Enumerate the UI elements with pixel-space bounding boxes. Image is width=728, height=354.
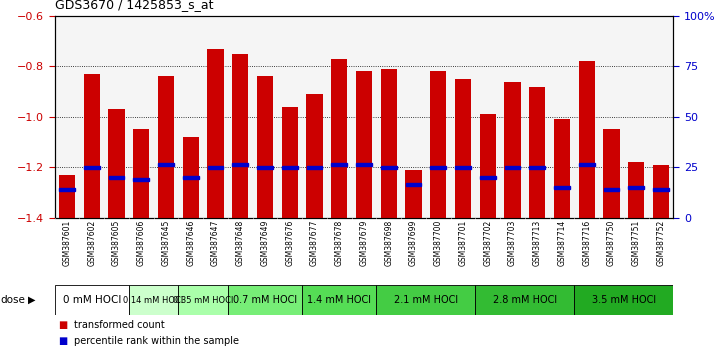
Text: GSM387699: GSM387699	[409, 220, 418, 266]
Bar	[405, 183, 422, 187]
Bar	[653, 188, 669, 192]
Text: GSM387703: GSM387703	[508, 220, 517, 266]
Text: GSM387750: GSM387750	[607, 220, 616, 266]
Text: GDS3670 / 1425853_s_at: GDS3670 / 1425853_s_at	[55, 0, 213, 11]
Bar	[306, 166, 323, 169]
Bar	[430, 72, 446, 218]
Text: GSM387751: GSM387751	[632, 220, 641, 266]
Bar	[554, 119, 570, 218]
Text: ■: ■	[58, 320, 68, 330]
Bar	[59, 188, 75, 192]
Bar	[480, 114, 496, 218]
Bar	[84, 166, 100, 169]
Text: GSM387752: GSM387752	[657, 220, 665, 266]
Text: 1.4 mM HOCl: 1.4 mM HOCl	[307, 295, 371, 305]
Bar	[628, 186, 644, 189]
Text: GSM387702: GSM387702	[483, 220, 492, 266]
Text: 2.8 mM HOCl: 2.8 mM HOCl	[493, 295, 557, 305]
Text: GSM387606: GSM387606	[137, 220, 146, 266]
Text: 3.5 mM HOCl: 3.5 mM HOCl	[592, 295, 656, 305]
Bar	[59, 175, 75, 218]
Bar	[158, 163, 174, 166]
Text: 2.1 mM HOCl: 2.1 mM HOCl	[394, 295, 458, 305]
Bar	[207, 166, 223, 169]
Bar	[232, 163, 248, 166]
Bar	[356, 163, 372, 166]
Text: GSM387701: GSM387701	[459, 220, 467, 266]
Bar	[554, 186, 570, 189]
Text: percentile rank within the sample: percentile rank within the sample	[74, 336, 240, 346]
Bar	[232, 54, 248, 218]
Bar	[529, 87, 545, 218]
Bar	[653, 165, 669, 218]
Bar	[108, 109, 124, 218]
Text: GSM387649: GSM387649	[261, 220, 269, 266]
Text: GSM387605: GSM387605	[112, 220, 121, 266]
Bar	[257, 166, 273, 169]
Text: GSM387716: GSM387716	[582, 220, 591, 266]
Text: GSM387714: GSM387714	[558, 220, 566, 266]
Bar	[228, 285, 302, 315]
Text: GSM387698: GSM387698	[384, 220, 393, 266]
Bar	[178, 285, 228, 315]
Bar	[282, 166, 298, 169]
Bar	[133, 178, 149, 181]
Text: 0 mM HOCl: 0 mM HOCl	[63, 295, 121, 305]
Bar	[505, 166, 521, 169]
Bar	[574, 285, 673, 315]
Bar	[183, 137, 199, 218]
Bar	[604, 188, 620, 192]
Bar	[55, 285, 129, 315]
Bar	[282, 107, 298, 218]
Bar	[376, 285, 475, 315]
Bar	[331, 163, 347, 166]
Bar	[356, 72, 372, 218]
Text: ■: ■	[58, 336, 68, 346]
Bar	[430, 166, 446, 169]
Text: GSM387679: GSM387679	[360, 220, 368, 266]
Text: GSM387678: GSM387678	[335, 220, 344, 266]
Text: GSM387602: GSM387602	[87, 220, 96, 266]
Bar	[579, 61, 595, 218]
Text: GSM387713: GSM387713	[533, 220, 542, 266]
Bar	[628, 162, 644, 218]
Text: GSM387646: GSM387646	[186, 220, 195, 266]
Text: GSM387677: GSM387677	[310, 220, 319, 266]
Bar	[455, 79, 471, 218]
Bar	[306, 94, 323, 218]
Bar	[158, 76, 174, 218]
Bar	[129, 285, 178, 315]
Text: GSM387601: GSM387601	[63, 220, 71, 266]
Bar	[505, 81, 521, 218]
Bar	[302, 285, 376, 315]
Text: transformed count: transformed count	[74, 320, 165, 330]
Text: 0.7 mM HOCl: 0.7 mM HOCl	[233, 295, 297, 305]
Bar	[183, 176, 199, 179]
Text: GSM387676: GSM387676	[285, 220, 294, 266]
Bar	[133, 130, 149, 218]
Text: GSM387647: GSM387647	[211, 220, 220, 266]
Bar	[381, 69, 397, 218]
Text: dose: dose	[1, 295, 25, 305]
Text: 0.35 mM HOCl: 0.35 mM HOCl	[173, 296, 233, 304]
Bar	[604, 130, 620, 218]
Bar	[480, 176, 496, 179]
Bar	[84, 74, 100, 218]
Bar	[381, 166, 397, 169]
Bar	[405, 170, 422, 218]
Bar	[207, 49, 223, 218]
Text: GSM387645: GSM387645	[162, 220, 170, 266]
Bar	[108, 176, 124, 179]
Bar	[475, 285, 574, 315]
Text: GSM387700: GSM387700	[434, 220, 443, 266]
Text: 0.14 mM HOCl: 0.14 mM HOCl	[124, 296, 183, 304]
Text: ▶: ▶	[28, 295, 35, 305]
Text: GSM387648: GSM387648	[236, 220, 245, 266]
Bar	[579, 163, 595, 166]
Bar	[529, 166, 545, 169]
Bar	[331, 59, 347, 218]
Bar	[455, 166, 471, 169]
Bar	[257, 76, 273, 218]
